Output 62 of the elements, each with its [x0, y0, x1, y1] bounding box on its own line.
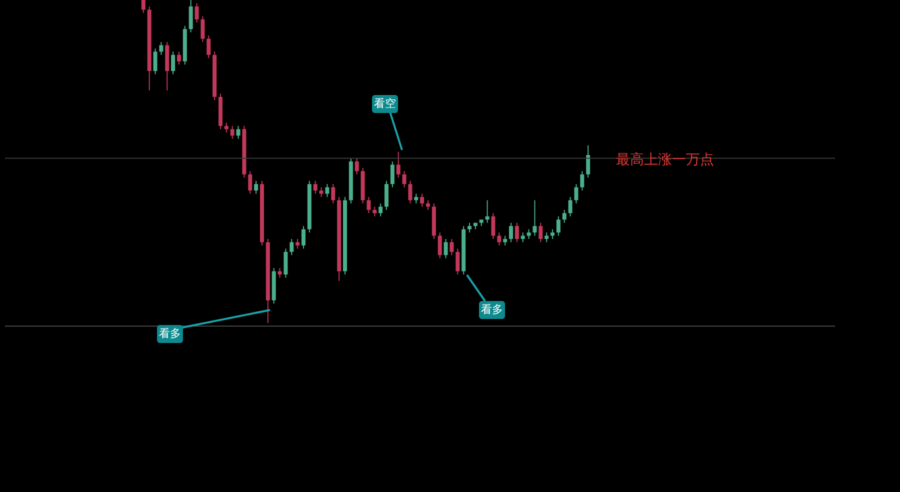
- candlestick: [248, 170, 252, 194]
- candlestick: [574, 184, 578, 204]
- candlestick: [485, 200, 490, 224]
- candlestick: [420, 193, 424, 208]
- candlestick: [491, 212, 496, 240]
- candlestick: [497, 232, 502, 246]
- text: 最高上涨一万点: [616, 152, 714, 168]
- candlestick: [450, 238, 454, 256]
- candlestick: [402, 170, 406, 188]
- candlestick: [562, 209, 566, 224]
- candlestick: [378, 202, 383, 217]
- candlestick: [176, 51, 181, 66]
- candlestick: [384, 180, 388, 210]
- candlestick: [325, 184, 330, 198]
- candlestick: [468, 222, 472, 233]
- candlestick: [171, 51, 176, 75]
- candlestick: [313, 180, 318, 194]
- annotation: 看多: [481, 303, 503, 316]
- candlestick: [538, 222, 543, 243]
- candlestick: [408, 180, 412, 204]
- candlestick: [568, 196, 572, 217]
- candlestick: [301, 226, 306, 250]
- candlestick: [141, 0, 146, 14]
- candlestick: [509, 222, 514, 243]
- candlestick: [514, 222, 519, 243]
- candlestick: [153, 48, 158, 75]
- candlestick: [426, 200, 430, 210]
- candlestick: [354, 158, 359, 175]
- candlestick: [284, 248, 288, 278]
- candlestick: [556, 216, 560, 236]
- annotation: 看空: [374, 97, 396, 110]
- candlestick: [254, 180, 258, 194]
- candlestick: [414, 193, 418, 204]
- candlestick: [236, 125, 240, 140]
- candlestick: [200, 16, 205, 42]
- candlestick: [290, 238, 294, 256]
- candlestick: [372, 206, 377, 217]
- candlestick: [532, 200, 537, 236]
- candlestick: [331, 184, 336, 204]
- candlestick: [580, 170, 584, 192]
- candlestick: [206, 35, 211, 59]
- candlestick: [503, 235, 508, 246]
- candlestick: [438, 232, 442, 259]
- candlestick: [520, 232, 525, 243]
- candlestick: [194, 2, 199, 24]
- candlestick: [396, 151, 400, 178]
- candlestick: [159, 41, 164, 56]
- candlestick: [550, 228, 555, 240]
- candlestick: [319, 186, 324, 198]
- candlestick: [444, 238, 448, 259]
- candlestick: [230, 125, 234, 140]
- candlestick: [390, 160, 394, 188]
- candlestick: [544, 232, 549, 243]
- candlestick: [586, 144, 590, 178]
- candlestick: [456, 248, 460, 275]
- candlestick: [224, 122, 228, 133]
- candlestick: [278, 268, 282, 278]
- candlestick: [526, 228, 531, 240]
- candlestick: [188, 0, 193, 33]
- candlestick: [366, 196, 371, 214]
- text: 看多: [159, 327, 181, 340]
- candlestick: [296, 238, 300, 250]
